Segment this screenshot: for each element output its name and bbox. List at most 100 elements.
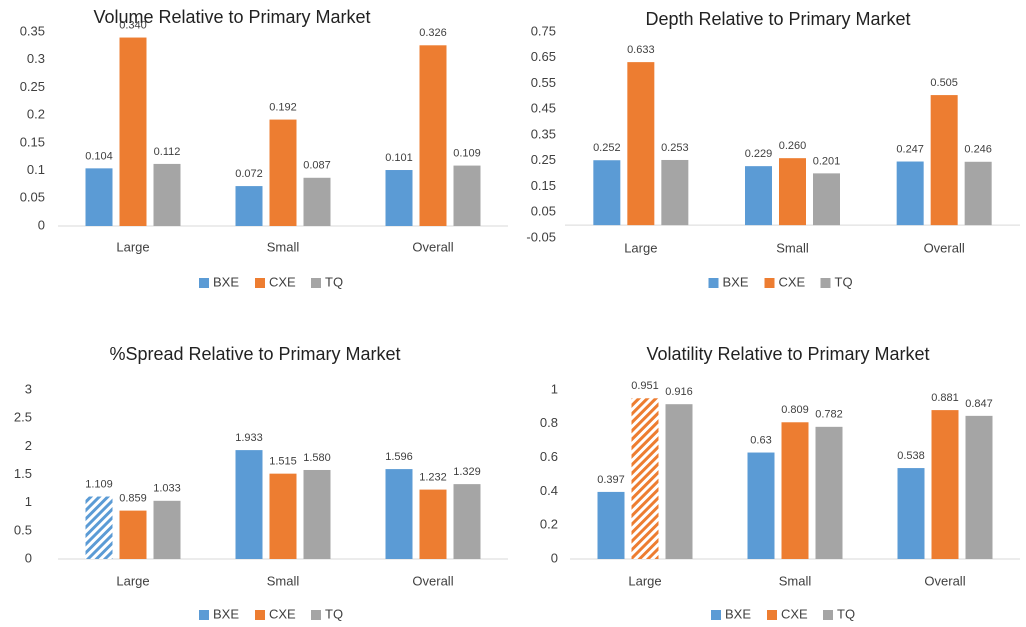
y-tick-label: 0: [551, 550, 558, 565]
y-tick-label: 0.2: [540, 517, 558, 532]
legend-label: CXE: [779, 274, 806, 289]
y-tick-label: 0.15: [531, 178, 556, 193]
bar: [235, 450, 263, 559]
bar: [593, 160, 621, 226]
bar: [269, 473, 297, 559]
y-tick-label: 0.65: [531, 49, 556, 64]
data-label: 0.112: [154, 146, 181, 158]
data-label: 0.633: [627, 44, 655, 56]
legend-swatch: [255, 278, 265, 288]
bar: [964, 161, 992, 226]
x-tick-label: Small: [267, 573, 300, 588]
chart-title: Depth Relative to Primary Market: [645, 9, 910, 29]
y-tick-label: 0.05: [20, 190, 45, 205]
data-label: 0.809: [781, 404, 809, 416]
y-tick-label: 0: [38, 217, 45, 232]
legend-label: BXE: [723, 274, 749, 289]
x-tick-label: Small: [779, 573, 812, 588]
bar: [813, 173, 840, 226]
data-label: 1.109: [85, 478, 113, 490]
bar: [385, 170, 413, 226]
legend-swatch: [823, 610, 833, 620]
bar: [661, 159, 689, 226]
data-label: 1.596: [385, 451, 413, 463]
legend-swatch: [767, 610, 777, 620]
bar: [931, 410, 959, 559]
x-tick-label: Overall: [924, 240, 965, 255]
y-tick-label: 1: [25, 494, 32, 509]
legend-swatch: [764, 278, 775, 288]
legend-label: CXE: [269, 606, 296, 621]
data-label: 1.033: [153, 483, 181, 495]
y-tick-label: 0.25: [20, 79, 45, 94]
bar: [453, 484, 481, 559]
y-tick-label: 0.2: [27, 107, 45, 122]
legend-label: CXE: [781, 606, 808, 621]
x-tick-label: Overall: [412, 573, 453, 588]
data-label: 0.109: [453, 147, 481, 159]
data-label: 0.859: [119, 493, 147, 505]
x-tick-label: Large: [624, 240, 657, 255]
data-label: 0.782: [815, 409, 843, 421]
y-tick-label: 0.05: [531, 204, 556, 219]
legend-label: BXE: [725, 606, 751, 621]
data-label: 1.580: [303, 452, 331, 464]
bar: [597, 491, 625, 559]
data-label: 0.397: [597, 474, 625, 486]
bar: [119, 37, 147, 226]
legend-swatch: [311, 610, 321, 620]
x-tick-label: Overall: [412, 239, 453, 254]
y-tick-label: 0.6: [540, 449, 558, 464]
data-label: 0.229: [745, 148, 773, 160]
bar: [85, 168, 113, 226]
y-tick-label: 3: [25, 381, 32, 396]
data-label: 0.192: [269, 101, 297, 113]
bar: [85, 496, 113, 559]
chart-title: %Spread Relative to Primary Market: [109, 344, 400, 364]
data-label: 0.916: [665, 386, 693, 398]
y-tick-label: 0.1: [27, 162, 45, 177]
data-label: 0.252: [593, 142, 621, 154]
y-tick-label: 0.35: [20, 23, 45, 38]
data-label: 1.329: [453, 466, 481, 478]
data-label: 0.505: [930, 77, 958, 89]
data-label: 0.072: [235, 168, 263, 180]
bar: [627, 62, 655, 226]
bar: [385, 469, 413, 559]
legend-label: BXE: [213, 274, 239, 289]
legend-swatch: [255, 610, 265, 620]
bar: [665, 404, 693, 559]
y-tick-label: 0.8: [540, 415, 558, 430]
data-label: 1.515: [269, 456, 297, 468]
y-tick-label: 2: [25, 438, 32, 453]
bar: [631, 398, 659, 559]
data-label: 1.933: [235, 432, 263, 444]
y-tick-label: 0.55: [531, 75, 556, 90]
data-label: 0.340: [119, 19, 147, 31]
y-tick-label: 0.4: [540, 483, 558, 498]
bar: [453, 165, 481, 226]
bar: [815, 426, 843, 559]
data-label: 0.260: [779, 140, 807, 152]
legend-label: BXE: [213, 606, 239, 621]
y-tick-label: 0.75: [531, 23, 556, 38]
bar: [747, 452, 775, 559]
legend-label: TQ: [325, 606, 343, 621]
legend-swatch: [199, 278, 209, 288]
data-label: 0.847: [965, 398, 993, 410]
data-label: 0.881: [931, 392, 959, 404]
bar: [119, 510, 147, 559]
bar: [896, 161, 924, 226]
chart-title: Volatility Relative to Primary Market: [646, 344, 929, 364]
data-label: 0.104: [85, 150, 113, 162]
bar: [269, 119, 297, 226]
bar: [897, 468, 925, 559]
y-tick-label: -0.05: [526, 229, 556, 244]
data-label: 1.232: [419, 472, 447, 484]
bar: [303, 469, 331, 559]
legend-label: TQ: [837, 606, 855, 621]
x-tick-label: Large: [116, 573, 149, 588]
legend-label: TQ: [325, 274, 343, 289]
y-tick-label: 1.5: [14, 466, 32, 481]
